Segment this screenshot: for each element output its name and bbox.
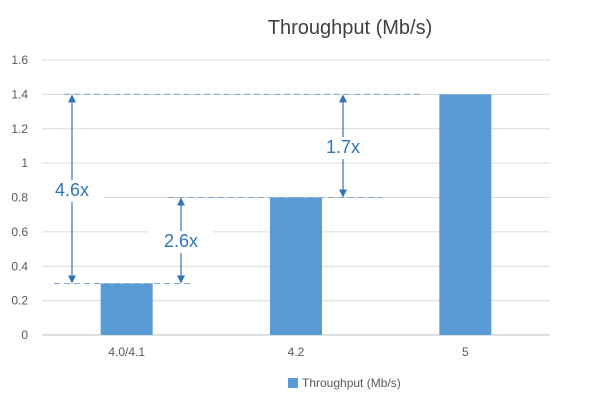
y-tick-label: 0.2 xyxy=(11,294,28,308)
arrowhead xyxy=(68,94,76,103)
annotation-label-bg xyxy=(40,180,104,202)
annotation-label-bg xyxy=(149,231,213,253)
y-tick-label: 0.6 xyxy=(11,225,28,239)
arrowhead xyxy=(339,189,347,198)
bar xyxy=(100,283,153,335)
x-axis-ticks: 4.0/4.1 4.2 5 xyxy=(108,345,469,359)
chart-title: Throughput (Mb/s) xyxy=(268,17,433,39)
y-tick-label: 0.8 xyxy=(11,191,28,205)
arrowhead xyxy=(177,275,185,284)
legend-swatch xyxy=(288,378,298,388)
annotation-label-bg xyxy=(311,137,375,159)
legend-label: Throughput (Mb/s) xyxy=(302,376,401,390)
y-tick-label: 0.4 xyxy=(11,259,28,273)
annotation-label: 1.7x xyxy=(326,137,360,157)
y-tick-label: 1.4 xyxy=(11,87,28,101)
y-tick-label: 0 xyxy=(21,328,28,342)
y-tick-label: 1.2 xyxy=(11,122,28,136)
arrowhead xyxy=(339,94,347,103)
bar xyxy=(439,94,492,335)
annotations: 4.6x 2.6x 1.7x xyxy=(40,93,420,284)
x-tick-label: 4.0/4.1 xyxy=(108,345,145,359)
x-tick-label: 5 xyxy=(462,345,469,359)
arrowhead xyxy=(68,275,76,284)
annotation-label: 2.6x xyxy=(164,231,198,251)
arrowhead xyxy=(177,197,185,206)
y-tick-label: 1.6 xyxy=(11,53,28,67)
bars xyxy=(100,94,492,335)
bar xyxy=(270,197,322,335)
y-axis-ticks: 0 0.2 0.4 0.6 0.8 1 1.2 1.4 1.6 xyxy=(11,53,28,342)
y-tick-label: 1 xyxy=(21,156,28,170)
x-tick-label: 4.2 xyxy=(288,345,305,359)
annotation-label: 4.6x xyxy=(55,180,89,200)
legend: Throughput (Mb/s) xyxy=(288,376,401,390)
